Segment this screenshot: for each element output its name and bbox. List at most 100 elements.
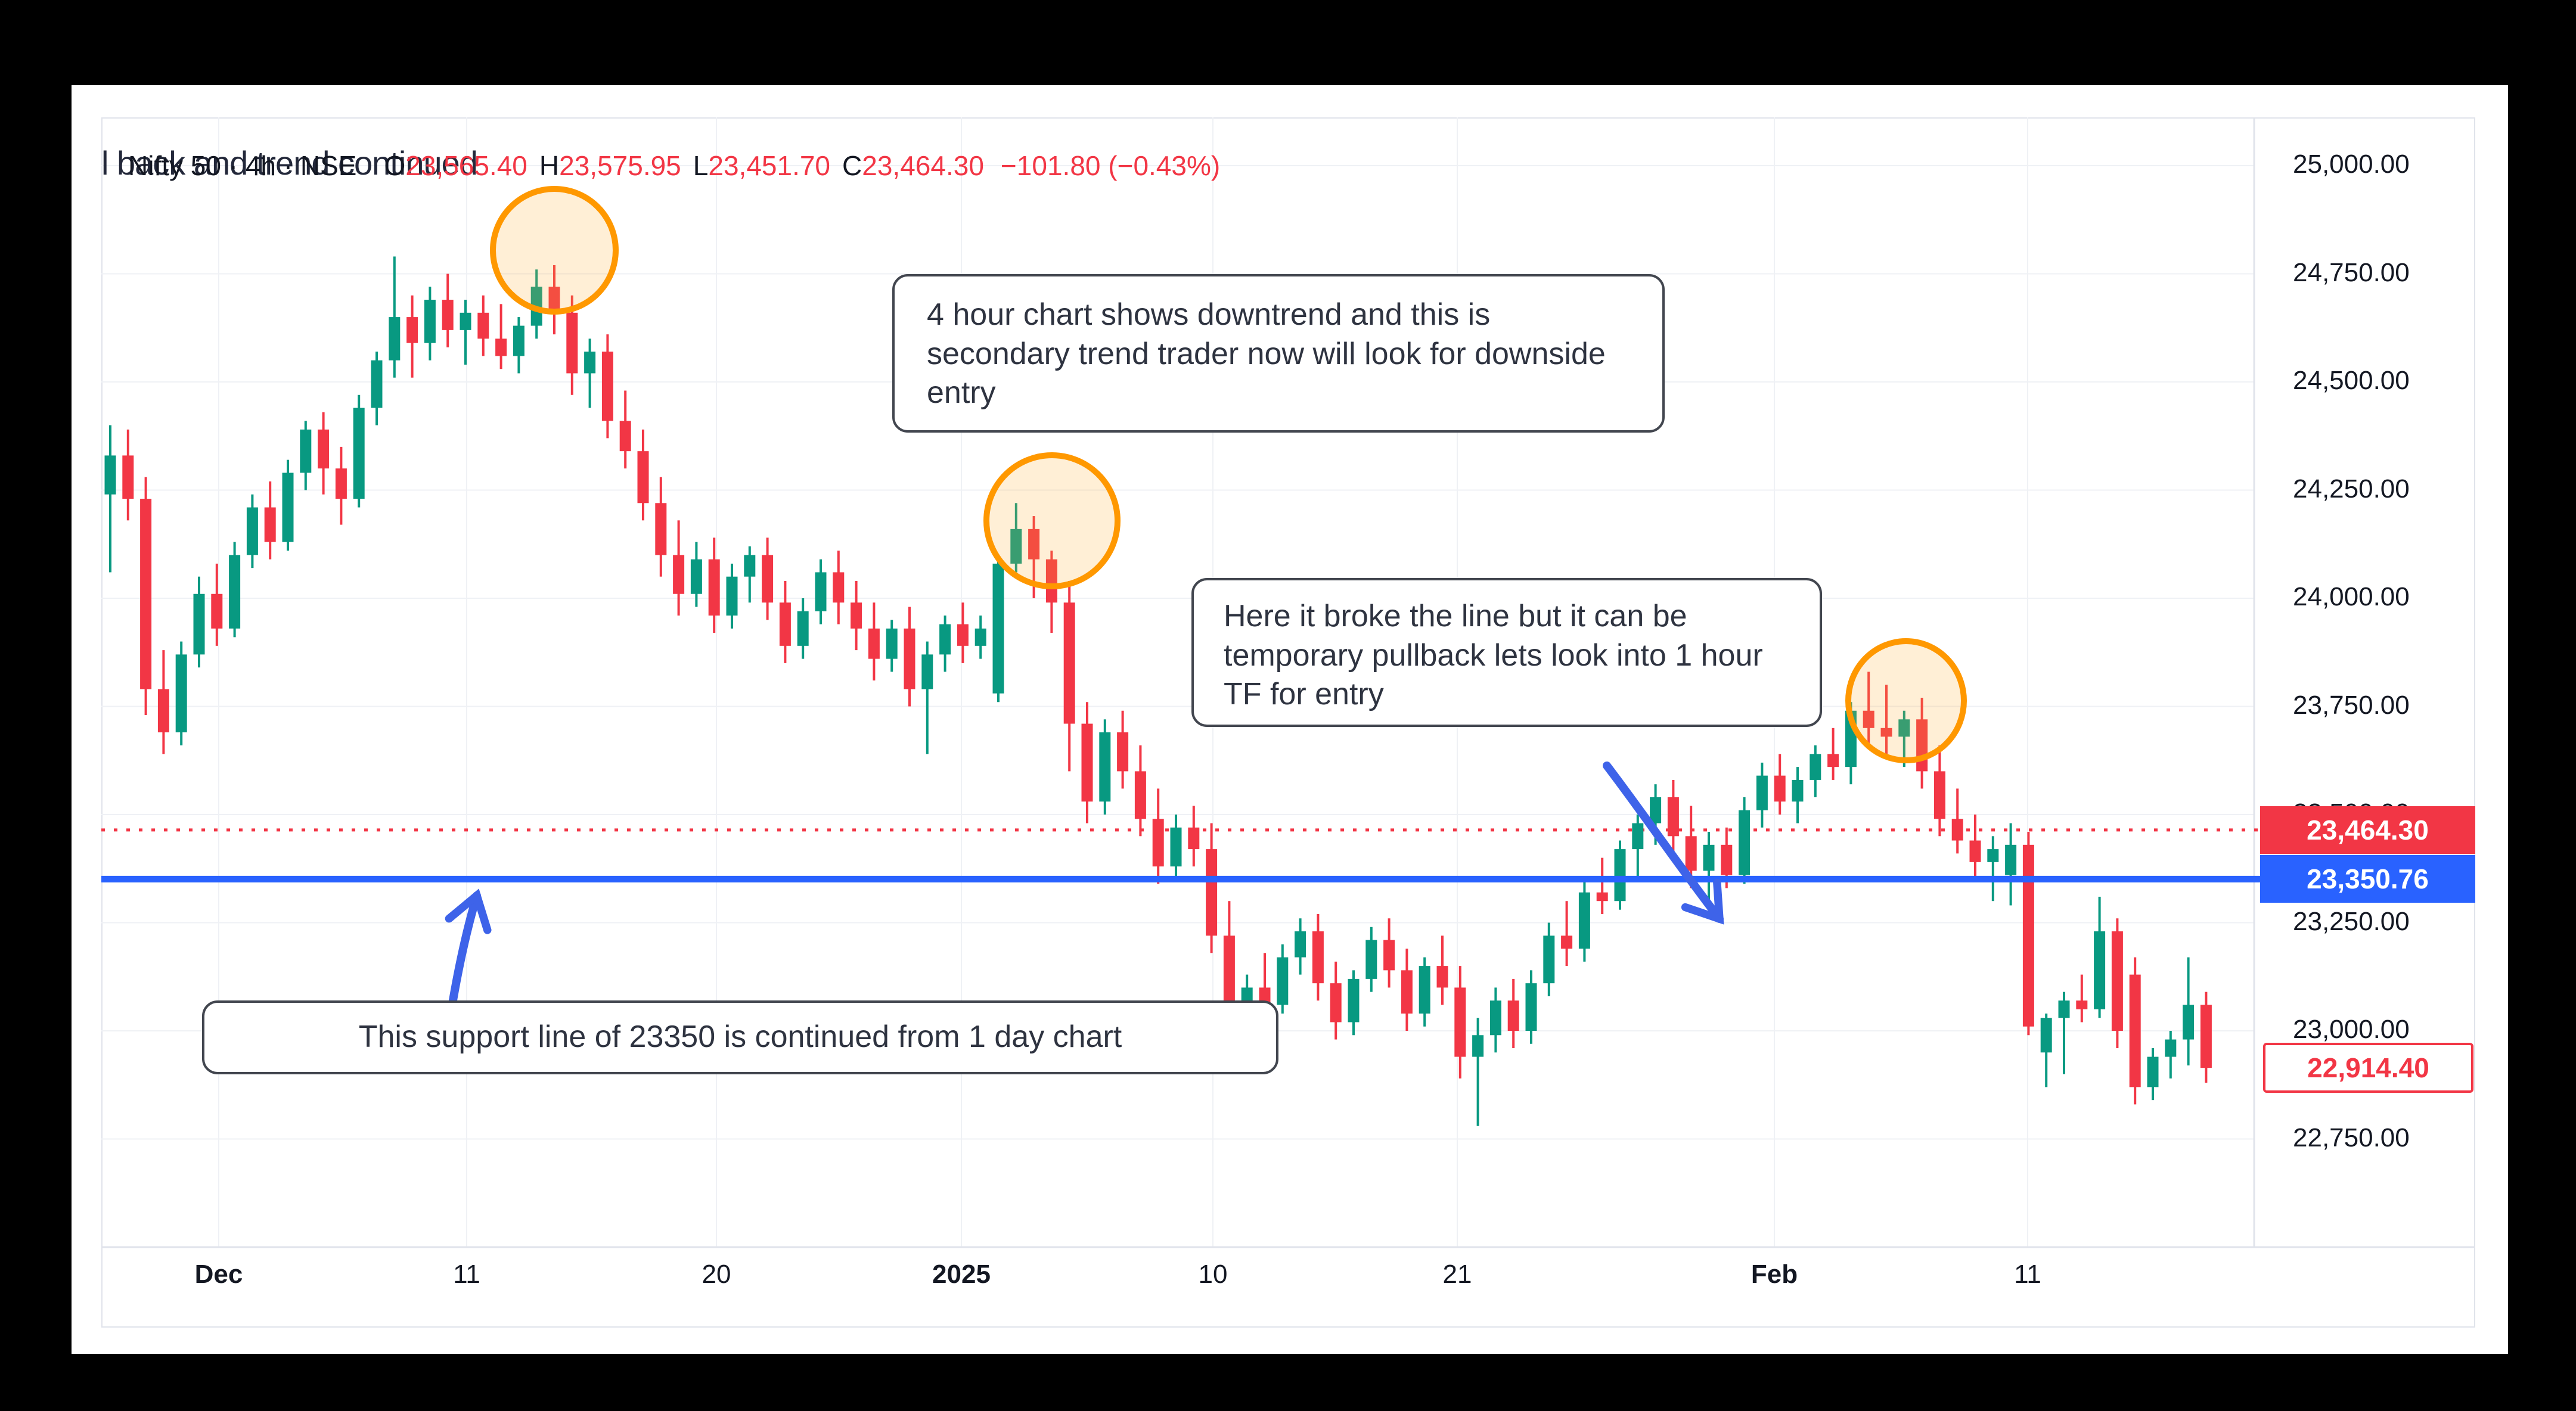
candle — [424, 300, 436, 343]
annotation-box-downtrend[interactable]: 4 hour chart shows downtrend and this is… — [892, 274, 1665, 433]
candle-wick — [1885, 685, 1888, 754]
candle — [637, 451, 649, 504]
candle — [974, 628, 986, 646]
price-tick-label: 24,000.00 — [2293, 582, 2410, 611]
candle — [1827, 754, 1839, 767]
price-tick-label: 23,000.00 — [2293, 1015, 2410, 1044]
open-label: O — [384, 150, 406, 181]
candle — [1543, 936, 1555, 984]
candle — [1685, 836, 1697, 871]
annotation-box-broke-line[interactable]: Here it broke the line but it can be tem… — [1191, 578, 1822, 727]
candle — [548, 287, 560, 313]
candle — [140, 499, 152, 689]
price-tick-label: 23,750.00 — [2293, 690, 2410, 720]
candle — [1365, 940, 1377, 979]
highlight-circle[interactable] — [983, 452, 1121, 589]
candle-wick — [1867, 672, 1870, 745]
candle — [886, 628, 898, 659]
candle — [1348, 978, 1360, 1022]
candle — [282, 473, 294, 542]
candle — [1454, 987, 1466, 1057]
price-tick-label: 23,250.00 — [2293, 906, 2410, 936]
candle — [851, 602, 862, 629]
candle — [1596, 892, 1608, 902]
candle — [1436, 966, 1448, 988]
low-price-badge: 22,914.40 — [2263, 1043, 2473, 1093]
candle — [353, 408, 365, 499]
candle — [904, 628, 915, 689]
close-value: 23,464.30 — [862, 150, 984, 181]
candle — [1045, 559, 1057, 603]
candle — [2040, 1018, 2052, 1053]
candle — [868, 628, 880, 659]
candle — [1330, 983, 1342, 1022]
candle — [1117, 732, 1129, 772]
candle — [2094, 931, 2106, 1009]
candle — [1277, 957, 1289, 1005]
candle-wick — [1264, 953, 1266, 1018]
candle — [1188, 827, 1200, 850]
price-tick-label: 24,500.00 — [2293, 366, 2410, 395]
candle — [1987, 849, 1999, 862]
candle — [122, 455, 134, 499]
candle — [335, 468, 347, 499]
candle — [690, 559, 702, 594]
candle — [744, 555, 756, 577]
candle — [2129, 974, 2141, 1087]
close-label: C — [842, 150, 862, 181]
time-tick-label: Feb — [1751, 1260, 1798, 1289]
candle — [1578, 892, 1590, 949]
low-value: 23,451.70 — [708, 150, 831, 181]
candle-wick — [1601, 857, 1604, 914]
candle — [1756, 775, 1768, 810]
time-tick-label: 11 — [2014, 1260, 2041, 1289]
candle — [655, 503, 667, 555]
candle-wick — [926, 641, 929, 754]
price-tick-label: 22,750.00 — [2293, 1123, 2410, 1152]
candle — [1561, 936, 1573, 949]
high-label: H — [539, 150, 560, 181]
candle — [833, 572, 845, 603]
price-tick-label: 25,000.00 — [2293, 150, 2410, 179]
candle — [2183, 1005, 2195, 1040]
highlight-circle[interactable] — [1845, 638, 1967, 763]
chart-canvas[interactable] — [101, 117, 2475, 1328]
annotation-arrow[interactable] — [1603, 762, 1724, 925]
symbol-header: Nifty 50 · 4h · NSE O23,565.40 H23,575.95 L… — [128, 150, 1220, 182]
candle — [406, 317, 418, 343]
change-value: −101.80 (−0.43%) — [1000, 150, 1221, 181]
candle — [1419, 966, 1430, 1014]
highlight-circle[interactable] — [490, 186, 619, 315]
candle — [1614, 849, 1626, 902]
candle — [1295, 931, 1306, 958]
candle — [1898, 719, 1910, 737]
price-tick-label: 24,250.00 — [2293, 474, 2410, 504]
candle — [2076, 1000, 2088, 1009]
annotation-box-support-line[interactable]: This support line of 23350 is continued … — [202, 1000, 1278, 1074]
candle — [229, 555, 241, 629]
low-label: L — [693, 150, 709, 181]
time-tick-label: Dec — [194, 1260, 243, 1289]
candle — [1028, 529, 1040, 560]
candle-wick — [393, 256, 396, 378]
candle — [619, 421, 631, 452]
candle — [601, 352, 613, 421]
candle — [2005, 844, 2017, 875]
candle-wick — [1565, 901, 1568, 966]
candle — [104, 455, 116, 495]
symbol-title[interactable]: Nifty 50 · 4h · NSE — [128, 150, 357, 181]
candle — [1472, 1035, 1484, 1057]
candle — [1383, 940, 1395, 971]
chart-frame — [101, 117, 2475, 1328]
candle — [175, 654, 187, 733]
candle — [1063, 602, 1075, 724]
candle — [157, 689, 169, 733]
candle — [1401, 970, 1413, 1014]
candle — [566, 312, 578, 374]
candle — [1969, 840, 1981, 862]
candle — [2022, 844, 2034, 1027]
candle-wick — [588, 338, 591, 408]
candle — [939, 624, 951, 655]
candle — [1650, 797, 1662, 823]
